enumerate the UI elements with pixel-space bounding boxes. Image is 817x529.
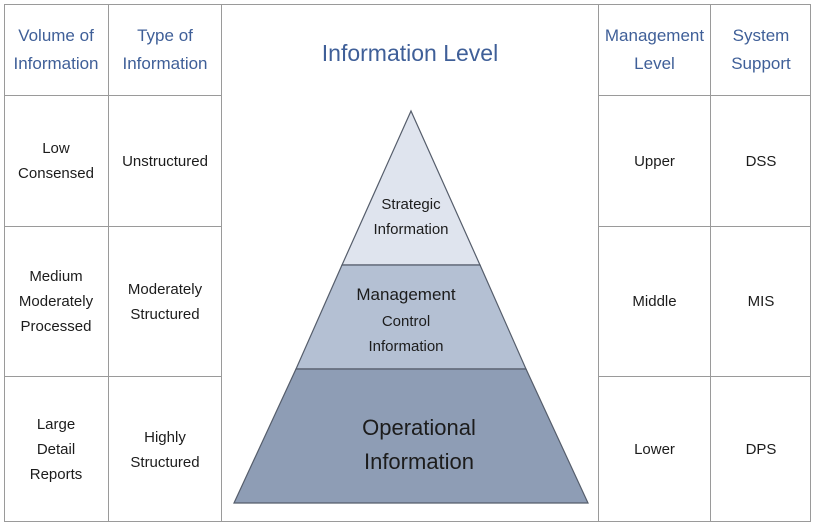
pyramid-top-tier bbox=[341, 109, 481, 266]
cell-management-row-1: Upper bbox=[634, 152, 675, 170]
cell-volume-row-1: Low Consensed bbox=[18, 140, 94, 182]
cell-type-row-2: Moderately Structured bbox=[127, 280, 203, 323]
grid-line bbox=[4, 95, 222, 96]
cell-volume-row-2: Medium Moderately Processed bbox=[18, 268, 94, 335]
grid-line bbox=[221, 4, 222, 522]
grid-line bbox=[598, 95, 811, 96]
header-management-level: Management Level bbox=[604, 25, 705, 73]
cell-type-row-3: Highly Structured bbox=[130, 428, 200, 471]
pyramid-top-label-line-2: Information bbox=[373, 221, 448, 238]
cell-type-row-1: Unstructured bbox=[122, 152, 208, 170]
cell-management-row-2: Middle bbox=[632, 293, 677, 310]
cell-system-row-1: DSS bbox=[745, 152, 777, 170]
grid-line bbox=[598, 4, 599, 522]
grid-line bbox=[108, 4, 109, 522]
grid-line bbox=[598, 376, 811, 377]
diagram-frame bbox=[4, 4, 811, 522]
grid-line bbox=[4, 226, 222, 227]
grid-line bbox=[710, 4, 711, 522]
page-title: Information Level bbox=[321, 39, 499, 66]
pyramid-bottom-tier bbox=[233, 368, 589, 504]
header-system-support: System Support bbox=[731, 25, 791, 73]
grid-line bbox=[598, 226, 811, 227]
pyramid-middle-label-line-3: Information bbox=[368, 338, 443, 355]
cell-volume-row-3: Large Detail Reports bbox=[29, 416, 83, 483]
grid-line bbox=[4, 376, 222, 377]
header-type-of-information: Type of Information bbox=[122, 25, 208, 73]
cell-system-row-3: DPS bbox=[745, 441, 777, 458]
pyramid-top-label-line-1: Strategic bbox=[381, 196, 441, 213]
cell-management-row-3: Lower bbox=[634, 441, 675, 458]
pyramid-middle-label-line-2: Control bbox=[382, 313, 430, 330]
cell-system-row-2: MIS bbox=[747, 293, 775, 310]
pyramid-middle-label-line-1: Management bbox=[356, 285, 456, 304]
pyramid-bottom-label-line-1: Operational bbox=[362, 415, 476, 440]
header-volume-of-information: Volume of Information bbox=[13, 25, 99, 73]
pyramid-bottom-label-line-2: Information bbox=[364, 449, 474, 474]
